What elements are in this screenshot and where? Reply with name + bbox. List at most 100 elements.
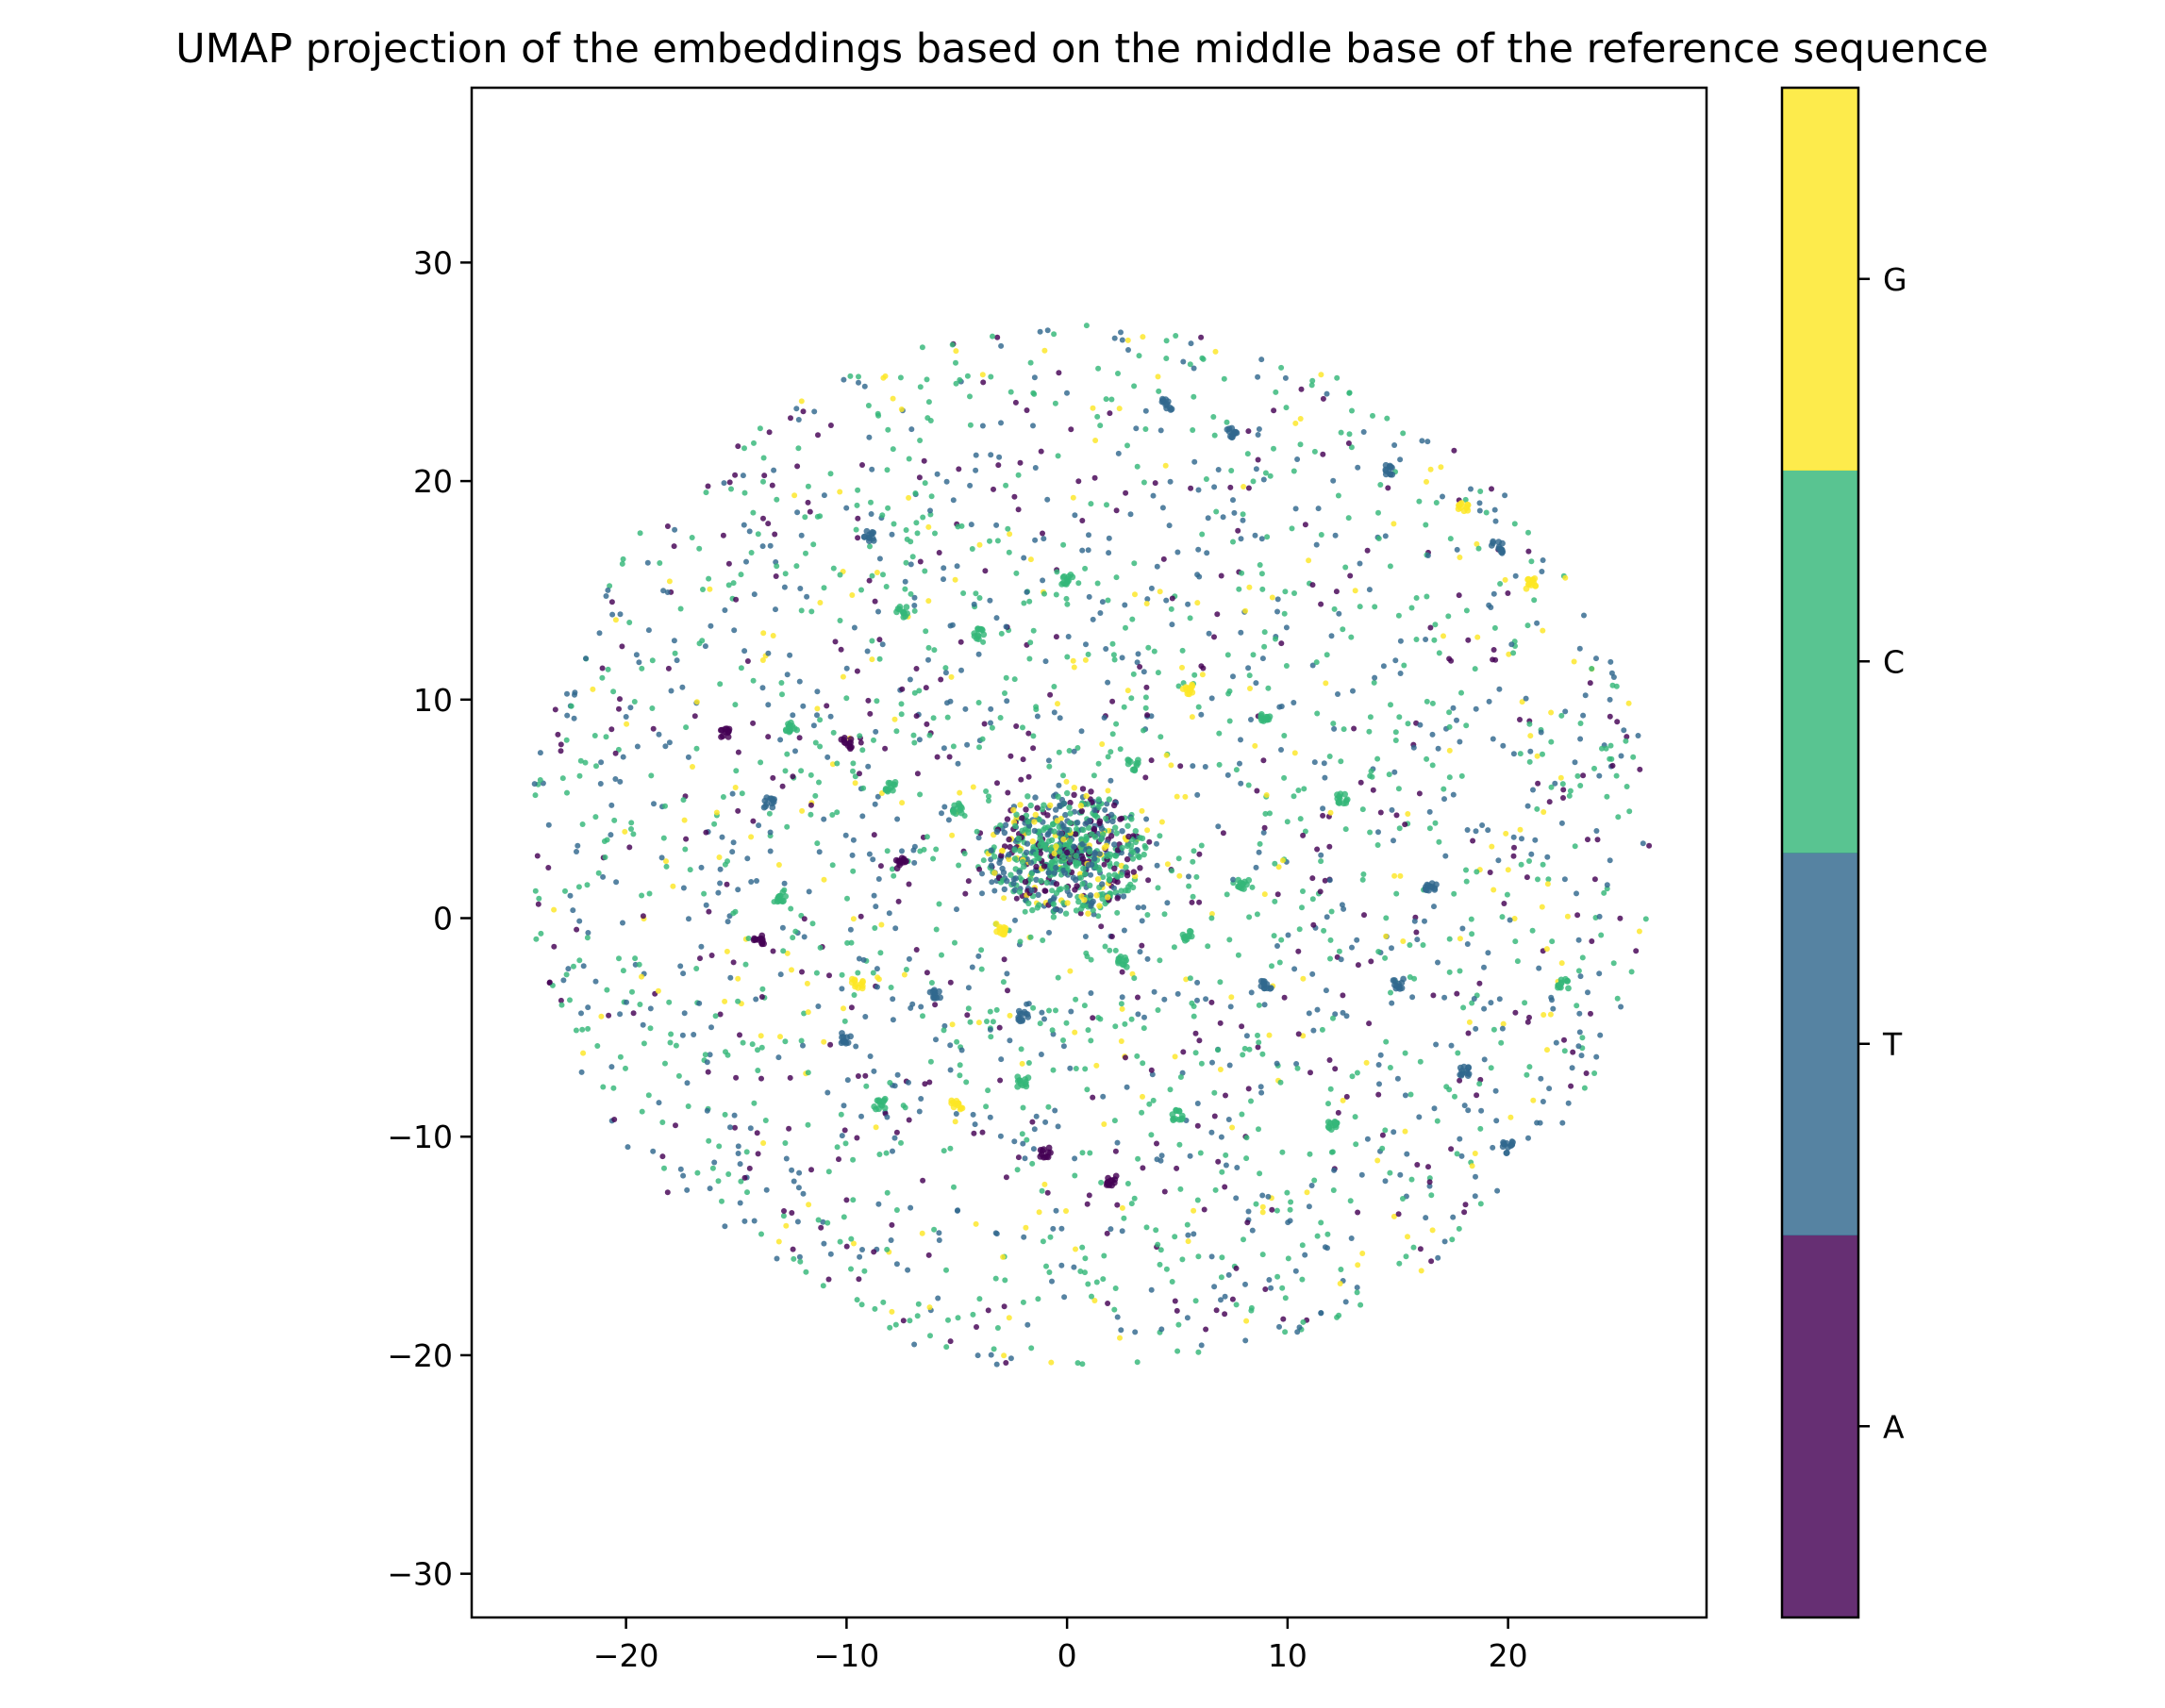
- scatter-point-G: [889, 1308, 895, 1315]
- scatter-point-T: [1185, 1232, 1191, 1238]
- scatter-point-T: [770, 799, 777, 805]
- scatter-point-G: [1441, 633, 1446, 639]
- scatter-point-T: [1185, 601, 1191, 607]
- scatter-point-T: [609, 611, 616, 618]
- scatter-point-G: [1469, 1163, 1475, 1169]
- scatter-point-T: [1111, 335, 1118, 341]
- scatter-point-T: [886, 910, 892, 917]
- scatter-point-G: [1540, 1012, 1547, 1018]
- scatter-point-C: [649, 657, 656, 664]
- scatter-point-C: [957, 376, 963, 383]
- scatter-point-T: [1118, 329, 1124, 336]
- scatter-point-A: [1040, 530, 1045, 537]
- scatter-point-A: [1295, 1031, 1302, 1037]
- scatter-point-T: [1091, 806, 1098, 814]
- scatter-point-C: [1392, 738, 1399, 743]
- scatter-point-T: [987, 597, 993, 604]
- scatter-point-A: [1332, 1066, 1339, 1072]
- scatter-point-C: [967, 422, 974, 428]
- scatter-point-T: [765, 650, 772, 656]
- scatter-point-T: [608, 802, 615, 808]
- scatter-point-T: [1503, 1150, 1510, 1156]
- scatter-point-T: [575, 842, 581, 849]
- scatter-point-T: [1088, 990, 1094, 996]
- scatter-point-A: [925, 1252, 932, 1258]
- scatter-point-T: [1139, 918, 1145, 924]
- scatter-point-T: [1071, 1264, 1077, 1270]
- scatter-point-C: [1106, 872, 1112, 879]
- scatter-point-C: [1321, 927, 1327, 934]
- scatter-point-C: [1413, 637, 1420, 642]
- scatter-point-T: [1366, 587, 1373, 593]
- scatter-point-C: [663, 863, 670, 870]
- scatter-point-C: [1111, 656, 1118, 663]
- scatter-point-T: [1052, 905, 1059, 913]
- scatter-point-T: [1457, 738, 1463, 745]
- scatter-point-A: [1124, 872, 1131, 879]
- scatter-point-T: [1035, 891, 1041, 898]
- scatter-point-C: [1274, 1207, 1280, 1214]
- scatter-point-T: [811, 408, 818, 415]
- scatter-point-C: [1357, 1302, 1364, 1308]
- scatter-point-T: [801, 934, 808, 940]
- scatter-point-C: [738, 572, 744, 578]
- scatter-point-C: [1642, 916, 1649, 922]
- scatter-point-G: [1266, 1032, 1273, 1038]
- scatter-point-T: [1064, 390, 1070, 396]
- scatter-point-T: [1230, 673, 1236, 680]
- scatter-point-A: [1172, 1298, 1178, 1304]
- scatter-point-T: [908, 426, 915, 433]
- scatter-point-C: [1085, 1281, 1091, 1287]
- scatter-point-A: [1505, 590, 1511, 596]
- scatter-point-A: [858, 739, 864, 746]
- scatter-point-A: [733, 596, 740, 603]
- scatter-point-C: [1518, 861, 1524, 868]
- scatter-point-C: [632, 955, 639, 962]
- scatter-point-T: [1464, 941, 1471, 947]
- scatter-point-C: [868, 499, 874, 506]
- scatter-point-G: [1517, 826, 1524, 833]
- scatter-point-T: [722, 607, 728, 613]
- scatter-point-C: [911, 607, 918, 614]
- scatter-point-C: [1141, 727, 1146, 734]
- scatter-point-T: [916, 1108, 923, 1115]
- scatter-point-C: [1346, 431, 1353, 438]
- scatter-point-G: [953, 1098, 960, 1104]
- scatter-point-T: [1581, 612, 1587, 619]
- scatter-point-C: [1088, 956, 1094, 963]
- scatter-point-G: [1101, 1121, 1107, 1127]
- scatter-point-A: [1395, 1211, 1402, 1218]
- scatter-point-C: [1082, 1066, 1089, 1072]
- scatter-point-T: [1314, 1006, 1321, 1013]
- scatter-point-C: [1119, 961, 1126, 968]
- scatter-point-G: [1318, 372, 1324, 378]
- scatter-point-T: [1389, 945, 1394, 952]
- scatter-point-T: [1313, 541, 1320, 548]
- scatter-point-C: [891, 779, 899, 786]
- scatter-point-C: [1348, 634, 1355, 640]
- scatter-point-G: [1070, 494, 1076, 501]
- scatter-point-A: [1476, 980, 1483, 987]
- scatter-point-C: [1239, 1111, 1245, 1118]
- scatter-point-T: [1500, 1140, 1507, 1148]
- scatter-point-T: [1572, 759, 1578, 766]
- scatter-point-T: [945, 817, 952, 823]
- scatter-point-C: [564, 789, 570, 796]
- scatter-point-C: [1548, 784, 1555, 790]
- scatter-point-C: [857, 733, 863, 739]
- scatter-point-C: [1141, 479, 1147, 486]
- scatter-point-C: [591, 733, 598, 738]
- scatter-point-T: [987, 1026, 993, 1033]
- scatter-point-C: [834, 760, 841, 767]
- scatter-point-C: [847, 373, 854, 379]
- scatter-point-T: [583, 655, 589, 662]
- scatter-point-T: [1068, 1008, 1074, 1015]
- scatter-point-T: [1118, 1327, 1124, 1334]
- scatter-point-C: [1141, 851, 1147, 858]
- scatter-point-C: [1261, 629, 1268, 636]
- scatter-point-C: [1136, 353, 1142, 359]
- scatter-point-C: [1528, 558, 1535, 565]
- scatter-point-T: [765, 702, 772, 708]
- scatter-point-C: [668, 1031, 674, 1037]
- scatter-point-C: [728, 486, 734, 492]
